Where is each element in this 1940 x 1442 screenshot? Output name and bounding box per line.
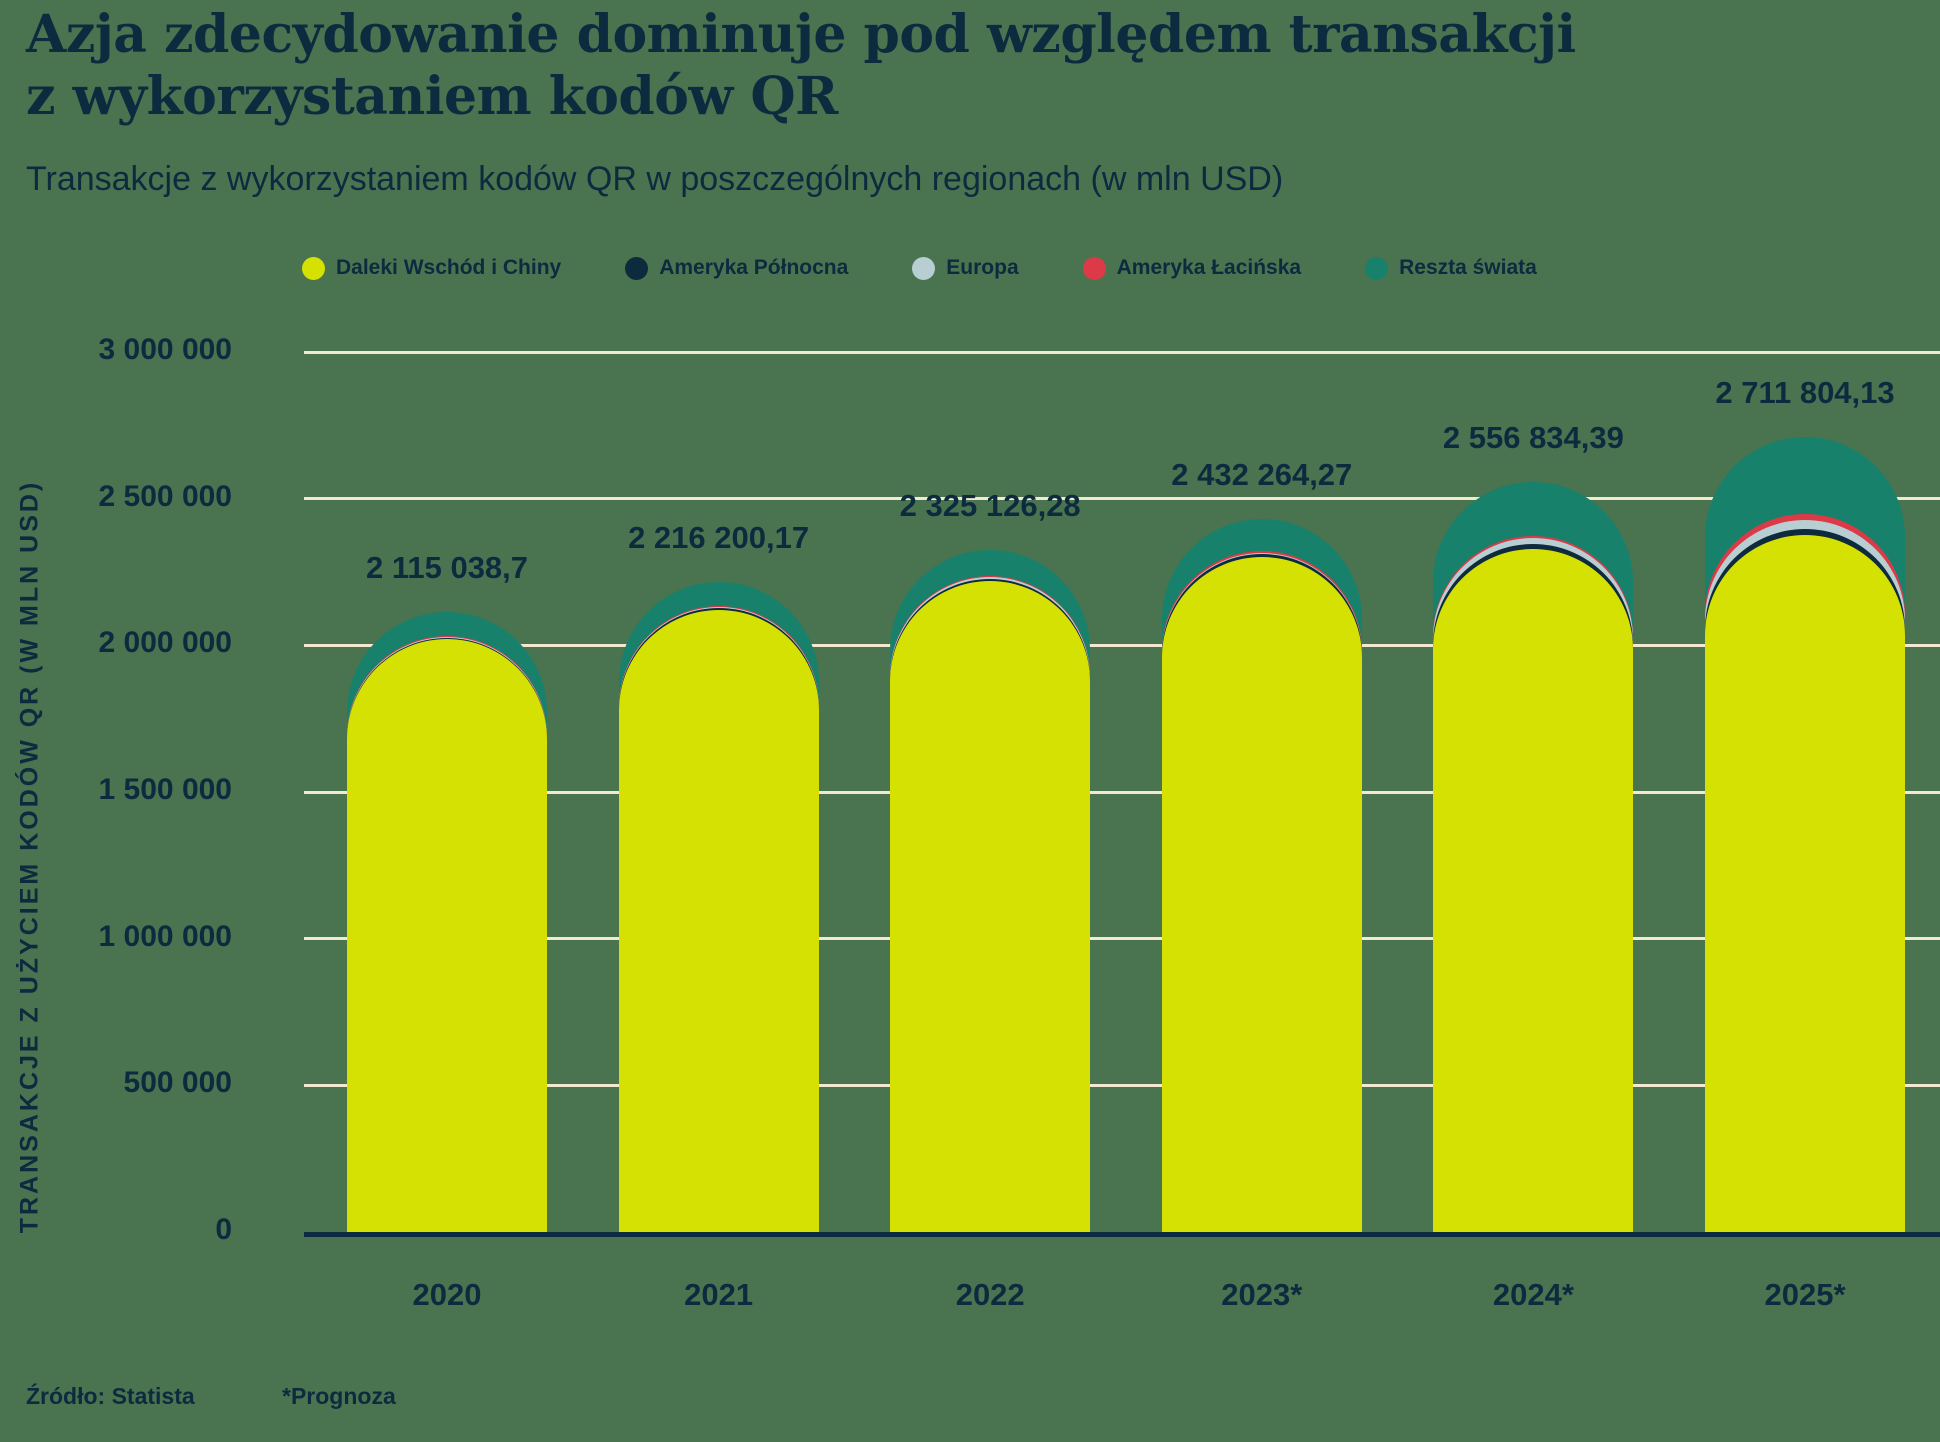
legend-dot-icon [1365,256,1389,280]
bar-total-label: 2 325 126,28 [899,487,1081,523]
legend-label: Ameryka Północna [659,256,849,279]
gridline [304,350,1940,354]
legend-item: Europa [912,256,1019,280]
y-axis-tick-label: 3 000 000 [98,333,232,366]
source-credit: Źródło: Statista [26,1383,195,1409]
legend-dot-icon [625,256,649,280]
x-axis-label: 2023* [1221,1277,1303,1312]
legend-dot-icon [912,256,936,280]
y-axis-tick-label: 1 000 000 [98,919,232,953]
x-axis-line [304,1232,1940,1237]
bar-total-label: 2 216 200,17 [628,519,810,555]
chart-legend: Daleki Wschód i Chiny Ameryka Północna Eur… [302,256,1537,280]
y-axis-tick-label: 2 500 000 [98,479,232,513]
legend-label: Reszta świata [1399,256,1537,279]
y-axis-tick-label: 1 500 000 [98,773,232,806]
bar-segment-daleki-wsch-d-i-chiny [1161,557,1362,1232]
gridline [304,643,1940,647]
page-title: Azja zdecydowanie dominuje pod względem … [26,4,1576,129]
legend-label: Ameryka Łacińska [1116,256,1302,279]
legend-label: Europa [946,256,1019,279]
bar-segment-daleki-wsch-d-i-chiny [618,610,819,1232]
legend-item: Ameryka Łacińska [1082,256,1302,280]
y-axis-tick-label: 0 [215,1213,232,1246]
y-axis-title: TRANSAKCJE Z UŻYCIEM KODÓW QR (W MLN USD… [15,479,44,1234]
legend-item: Reszta świata [1365,256,1537,280]
x-axis-label: 2020 [412,1277,482,1312]
legend-dot-icon [1082,256,1106,280]
gridline [304,497,1940,501]
x-axis-label: 2022 [955,1277,1025,1312]
gridline [304,1083,1940,1087]
page-title-line1: Azja zdecydowanie dominuje pod względem … [26,4,1576,65]
bar-total-label: 2 115 038,7 [365,549,529,585]
page-title-line2: z wykorzystaniem kodów QR [26,66,838,128]
y-axis-tick-label: 500 000 [123,1066,232,1100]
bar-total-label: 2 432 264,27 [1171,456,1353,492]
legend-label: Daleki Wschód i Chiny [336,256,562,279]
bar-segment-daleki-wsch-d-i-chiny [890,580,1091,1232]
gridline [304,790,1940,794]
bar-total-label: 2 711 804,13 [1715,374,1895,410]
gridline [304,937,1940,941]
y-axis-tick-label: 2 000 000 [98,626,232,660]
legend-dot-icon [302,256,325,280]
bar-segment-daleki-wsch-d-i-chiny [1433,548,1634,1232]
legend-item: Ameryka Północna [625,256,848,280]
bar-segment-daleki-wsch-d-i-chiny [1705,535,1905,1232]
bar-segment-daleki-wsch-d-i-chiny [347,639,547,1232]
chart-subtitle: Transakcje z wykorzystaniem kodów QR w p… [26,160,1284,198]
x-axis-label: 2025* [1764,1277,1846,1312]
legend-item: Daleki Wschód i Chiny [302,256,561,280]
forecast-note: *Prognoza [282,1383,396,1409]
bar-total-label: 2 556 834,39 [1442,419,1624,455]
x-axis-label: 2024* [1492,1277,1574,1312]
x-axis-label: 2021 [684,1277,754,1312]
